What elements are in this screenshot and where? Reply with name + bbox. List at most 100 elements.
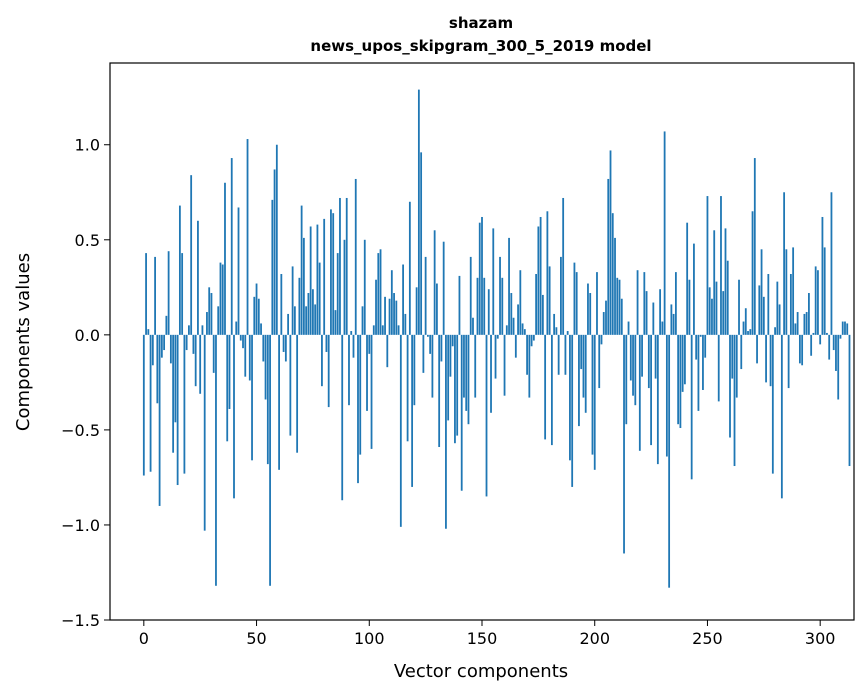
bar [695, 334, 698, 360]
bar [181, 253, 184, 335]
bar [348, 334, 350, 406]
bar [451, 334, 454, 347]
bar [420, 152, 423, 335]
bar [282, 334, 285, 352]
bar [350, 331, 353, 335]
bar [659, 289, 662, 335]
bar [467, 334, 470, 425]
y-tick-label: −0.5 [61, 421, 100, 440]
bar [395, 300, 398, 335]
bar [330, 209, 332, 335]
bar [413, 334, 416, 406]
bar [607, 178, 610, 335]
bar [808, 293, 810, 335]
bar [654, 334, 657, 379]
bar [386, 334, 389, 368]
bar [537, 226, 540, 335]
bar [406, 334, 409, 442]
bar [154, 256, 156, 335]
bar [312, 289, 314, 335]
bar [684, 334, 686, 385]
bar [167, 251, 170, 335]
bar [151, 334, 154, 366]
bar [206, 312, 208, 335]
bar [197, 220, 199, 335]
bar [717, 334, 720, 402]
bar [735, 334, 738, 398]
bar [230, 158, 233, 335]
bar [598, 334, 601, 389]
bar [460, 334, 463, 491]
x-tick-label: 150 [467, 629, 498, 648]
bar [253, 296, 256, 335]
bar [686, 222, 689, 335]
bar [582, 334, 585, 398]
bar [517, 304, 519, 335]
x-tick-label: 100 [354, 629, 385, 648]
bar [674, 272, 677, 335]
bar [354, 178, 357, 335]
bar [454, 334, 456, 444]
bar [697, 334, 700, 411]
bar [183, 334, 186, 474]
bar [296, 334, 299, 453]
bar [722, 291, 725, 335]
bar [690, 334, 693, 480]
bar [841, 321, 844, 335]
bar [433, 230, 436, 335]
bar [832, 334, 835, 351]
bar [318, 262, 321, 335]
bar [293, 306, 296, 335]
x-axis-label: Vector components [394, 661, 568, 682]
bar [814, 266, 817, 335]
bar [325, 334, 328, 352]
bar [557, 334, 560, 375]
bar [526, 334, 528, 375]
bar [744, 308, 747, 335]
bar [255, 283, 258, 335]
bar [341, 334, 344, 501]
bar [803, 313, 806, 335]
bar [465, 334, 468, 411]
bar [275, 144, 278, 335]
bar [323, 218, 326, 335]
bar [264, 334, 267, 400]
y-tick-label: 0.0 [75, 326, 100, 345]
bar [708, 287, 711, 335]
bar [185, 334, 188, 351]
bar [483, 277, 486, 335]
bar [532, 334, 535, 341]
bar [819, 334, 822, 345]
bar [402, 264, 404, 335]
bar [738, 279, 740, 335]
bar [747, 331, 749, 335]
bar [510, 293, 513, 335]
bar [436, 283, 438, 335]
bar [417, 89, 420, 335]
x-tick-label: 50 [246, 629, 266, 648]
bar [584, 334, 587, 413]
bar [548, 266, 551, 335]
bar [530, 334, 533, 347]
bar [339, 197, 341, 335]
bar [384, 296, 386, 335]
bar [555, 327, 558, 335]
bar [424, 256, 427, 335]
bar [370, 334, 373, 449]
bar [801, 334, 804, 366]
bar [760, 249, 763, 335]
bar [300, 205, 303, 335]
bar [302, 237, 305, 335]
bar [571, 334, 574, 487]
bar [411, 334, 414, 487]
bar [724, 228, 727, 335]
bar [672, 313, 675, 335]
bar [359, 334, 362, 455]
bar [228, 334, 231, 409]
bar [625, 334, 628, 425]
bar [731, 334, 734, 379]
bar [156, 334, 159, 404]
bar [176, 334, 179, 486]
bar [242, 334, 244, 349]
bar [393, 293, 395, 335]
